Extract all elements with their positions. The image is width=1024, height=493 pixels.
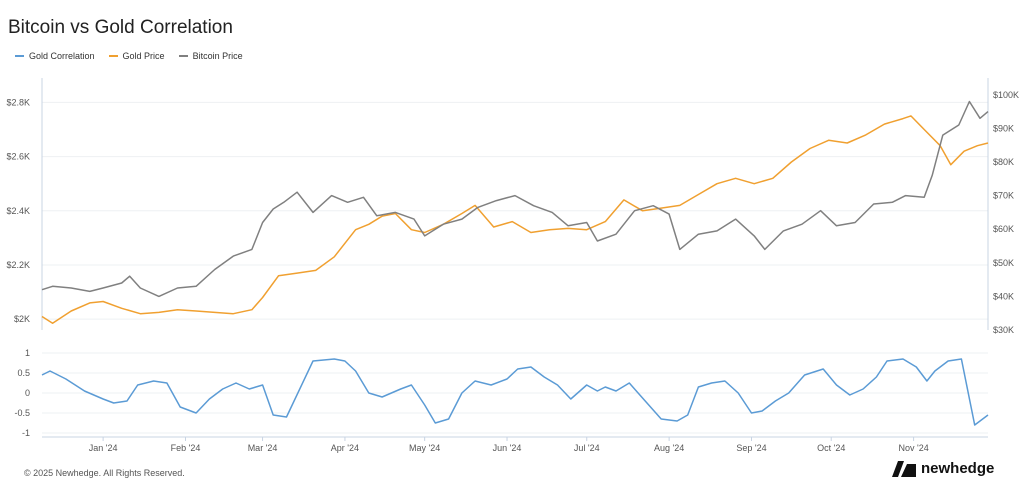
tick-label-layer: $2K $2.2K $2.4K $2.6K $2.8K $30K $40K $50K $60K $… — [6, 90, 1019, 453]
x-tick-label: Jan '24 — [89, 443, 118, 453]
y-corr-tick-label: -1 — [22, 428, 30, 438]
x-tick-label: Oct '24 — [817, 443, 845, 453]
legend: Gold Correlation Gold Price Bitcoin Pric… — [15, 51, 243, 61]
y-corr-tick-label: -0.5 — [14, 408, 30, 418]
x-tick-label: Aug '24 — [654, 443, 684, 453]
x-tick-label: Nov '24 — [898, 443, 928, 453]
y-right-tick-label: $80K — [993, 157, 1014, 167]
series-line-gold-correlation[interactable] — [41, 358, 989, 426]
brand-name: newhedge — [921, 460, 995, 477]
chart-title: Bitcoin vs Gold Correlation — [8, 17, 233, 38]
legend-label-bitcoin-price: Bitcoin Price — [192, 51, 243, 61]
grid-layer — [42, 101, 988, 434]
legend-item-gold-correlation[interactable]: Gold Correlation — [15, 51, 95, 61]
x-tick-label: May '24 — [409, 443, 440, 453]
y-left-tick-label: $2.4K — [6, 206, 30, 216]
x-tick-label: Apr '24 — [331, 443, 359, 453]
legend-swatch-bitcoin-price — [178, 55, 188, 57]
x-tick-label: Feb '24 — [171, 443, 201, 453]
x-tick-label: Jul '24 — [574, 443, 600, 453]
y-corr-tick-label: 1 — [25, 348, 30, 358]
legend-item-bitcoin-price[interactable]: Bitcoin Price — [178, 51, 243, 61]
y-right-tick-label: $50K — [993, 258, 1014, 268]
axes-layer — [41, 78, 989, 441]
brand-logo[interactable]: newhedge — [892, 460, 994, 477]
y-right-tick-label: $40K — [993, 291, 1014, 301]
y-corr-tick-label: 0 — [25, 388, 30, 398]
y-right-tick-label: $90K — [993, 123, 1014, 133]
series-line-gold-price[interactable] — [41, 115, 989, 324]
legend-label-gold-price: Gold Price — [122, 51, 165, 61]
legend-swatch-gold-price — [108, 55, 118, 57]
x-tick-label: Jun '24 — [493, 443, 522, 453]
y-right-tick-label: $30K — [993, 325, 1014, 335]
y-right-tick-label: $100K — [993, 90, 1019, 100]
y-right-tick-label: $70K — [993, 191, 1014, 201]
x-tick-label: Mar '24 — [248, 443, 278, 453]
y-left-tick-label: $2.6K — [6, 152, 30, 162]
legend-swatch-gold-correlation — [15, 55, 24, 57]
series-line-bitcoin-price[interactable] — [41, 100, 989, 298]
y-left-tick-label: $2.2K — [6, 260, 30, 270]
y-corr-tick-label: 0.5 — [17, 368, 30, 378]
y-left-tick-label: $2K — [14, 314, 30, 324]
y-left-tick-label: $2.8K — [6, 97, 30, 107]
newhedge-logo-icon — [892, 460, 916, 477]
copyright-text: © 2025 Newhedge. All Rights Reserved. — [24, 468, 185, 478]
legend-item-gold-price[interactable]: Gold Price — [108, 51, 165, 61]
legend-label-gold-correlation: Gold Correlation — [29, 51, 95, 61]
y-right-tick-label: $60K — [993, 224, 1014, 234]
x-tick-label: Sep '24 — [736, 443, 766, 453]
series-layer — [41, 100, 989, 426]
